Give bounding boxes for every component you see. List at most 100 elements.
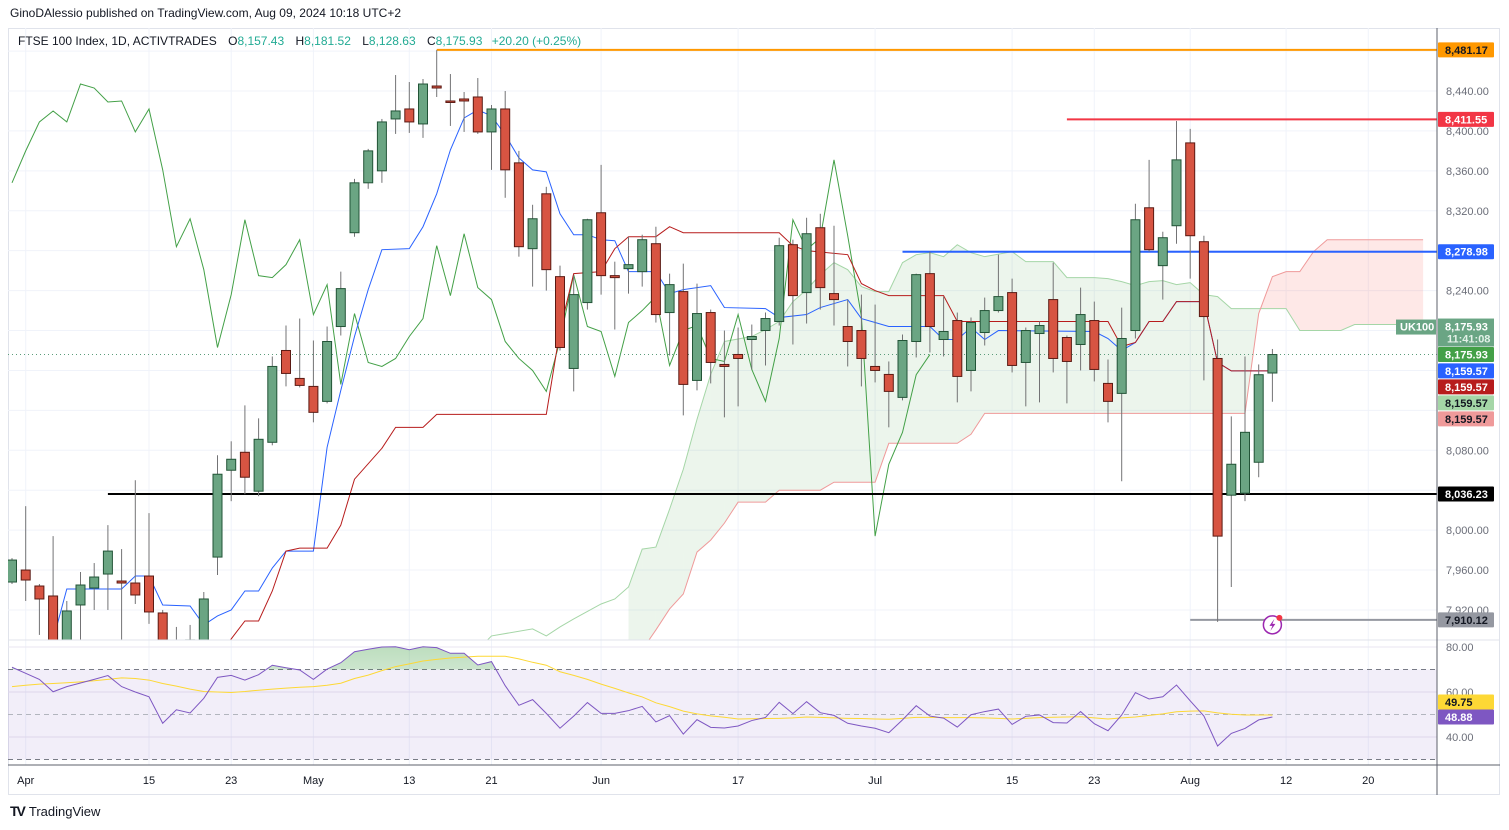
candle-up[interactable]	[938, 331, 949, 341]
candle-up[interactable]	[267, 365, 278, 443]
candle-down[interactable]	[1007, 292, 1018, 366]
candle-down[interactable]	[1212, 357, 1223, 537]
candle-down[interactable]	[130, 582, 141, 596]
candle-down[interactable]	[281, 349, 291, 374]
candle-up[interactable]	[418, 83, 428, 125]
candle-down[interactable]	[1198, 241, 1209, 318]
candle-up[interactable]	[1157, 237, 1168, 267]
candle-down[interactable]	[172, 650, 181, 655]
candle-up[interactable]	[1171, 159, 1182, 227]
candle-down[interactable]	[1048, 299, 1059, 359]
candle-down[interactable]	[719, 363, 730, 367]
candle-down[interactable]	[555, 276, 565, 348]
candle-up[interactable]	[1267, 354, 1278, 374]
candle-up[interactable]	[212, 473, 223, 558]
candle-down[interactable]	[952, 320, 963, 377]
candle-down[interactable]	[500, 108, 511, 171]
candle-down[interactable]	[609, 275, 620, 279]
candle-down[interactable]	[144, 575, 154, 613]
candle-up[interactable]	[253, 438, 264, 492]
candle-down[interactable]	[1144, 207, 1155, 251]
candle-down[interactable]	[596, 212, 607, 277]
candle-up[interactable]	[637, 239, 648, 273]
candle-up[interactable]	[897, 340, 908, 398]
time-axis[interactable]: Apr 15 23 May 13 21 Jun 17 Jul 15 23 Aug 12 20	[17, 775, 1374, 787]
candle-down[interactable]	[1185, 142, 1196, 237]
candle-down[interactable]	[1103, 382, 1113, 402]
candle-down[interactable]	[116, 580, 127, 584]
candle-up[interactable]	[102, 550, 113, 575]
candle-down[interactable]	[733, 353, 744, 359]
candle-up[interactable]	[774, 245, 785, 323]
candle-up[interactable]	[486, 108, 497, 133]
symbol-title[interactable]: FTSE 100 Index, 1D, ACTIVTRADES	[18, 34, 217, 48]
candle-up[interactable]	[568, 294, 579, 369]
candle-up[interactable]	[527, 218, 538, 250]
candle-down[interactable]	[842, 326, 853, 342]
candle-up[interactable]	[1240, 431, 1250, 494]
candle-up[interactable]	[75, 584, 86, 606]
candle-up[interactable]	[1130, 219, 1141, 332]
candle-up[interactable]	[1075, 314, 1086, 345]
candle-up[interactable]	[335, 288, 346, 328]
alert-lightning-icon[interactable]	[1262, 614, 1283, 635]
candle-up[interactable]	[746, 336, 757, 341]
candle-down[interactable]	[541, 193, 552, 271]
candle-down[interactable]	[308, 385, 319, 413]
candle-up[interactable]	[1226, 463, 1237, 496]
candle-up[interactable]	[623, 264, 634, 270]
candle-up[interactable]	[1020, 330, 1031, 363]
candle-down[interactable]	[1061, 337, 1072, 362]
candle-down[interactable]	[883, 373, 894, 392]
candle-up[interactable]	[1034, 325, 1045, 335]
candle-down[interactable]	[513, 162, 524, 248]
candle-up[interactable]	[390, 110, 401, 120]
candle-down[interactable]	[34, 585, 45, 600]
candle-down[interactable]	[157, 612, 168, 640]
candle-up[interactable]	[198, 598, 209, 645]
tradingview-footer[interactable]: TV TradingView	[10, 803, 100, 819]
candle-down[interactable]	[459, 98, 470, 102]
candle-down[interactable]	[678, 291, 689, 385]
candle-up[interactable]	[226, 458, 237, 471]
candle-up[interactable]	[979, 310, 990, 334]
candle-down[interactable]	[48, 595, 59, 650]
candle-down[interactable]	[239, 451, 250, 478]
candle-down[interactable]	[445, 100, 456, 103]
candle-up[interactable]	[1116, 338, 1127, 394]
candle-up[interactable]	[8, 559, 17, 583]
candle-up[interactable]	[664, 284, 675, 314]
candle-down[interactable]	[856, 330, 867, 359]
candle-up[interactable]	[993, 296, 1004, 312]
candle-up[interactable]	[61, 610, 72, 645]
candle-down[interactable]	[787, 244, 798, 297]
candle-down[interactable]	[924, 273, 935, 328]
candle-up[interactable]	[582, 219, 593, 304]
candle-up[interactable]	[349, 182, 360, 234]
candle-up[interactable]	[322, 340, 333, 402]
price-axis[interactable]: 8,440.00 8,400.00 8,360.00 8,320.00 8,240.00…	[1446, 86, 1489, 744]
candle-up[interactable]	[363, 150, 374, 184]
candle-down[interactable]	[404, 108, 415, 123]
candle-down[interactable]	[431, 85, 442, 89]
candle-down[interactable]	[20, 569, 31, 581]
candle-up[interactable]	[801, 233, 812, 294]
candle-down[interactable]	[705, 312, 716, 363]
candle-up[interactable]	[1253, 374, 1264, 463]
candle-down[interactable]	[650, 243, 661, 316]
candle-up[interactable]	[911, 274, 922, 342]
candle-down[interactable]	[815, 227, 826, 289]
candle-down[interactable]	[1089, 320, 1100, 370]
candle-up[interactable]	[966, 322, 976, 371]
candle-up[interactable]	[185, 639, 196, 650]
candle-up[interactable]	[376, 121, 387, 172]
candle-up[interactable]	[89, 576, 100, 589]
candle-up[interactable]	[692, 313, 702, 381]
candle-down[interactable]	[870, 365, 881, 371]
rsi-line	[11, 646, 1273, 747]
candle-up[interactable]	[760, 318, 771, 332]
candle-down[interactable]	[472, 96, 483, 133]
candle-down[interactable]	[294, 377, 305, 386]
candle-down[interactable]	[829, 293, 839, 301]
